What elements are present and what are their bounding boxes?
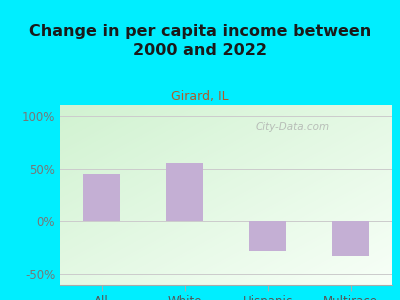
Bar xyxy=(249,221,286,251)
Text: Girard, IL: Girard, IL xyxy=(171,90,229,103)
Bar xyxy=(83,174,120,221)
Text: Change in per capita income between
2000 and 2022: Change in per capita income between 2000… xyxy=(29,24,371,58)
Text: City-Data.com: City-Data.com xyxy=(255,122,330,132)
Bar xyxy=(332,221,369,256)
Bar xyxy=(166,163,203,221)
